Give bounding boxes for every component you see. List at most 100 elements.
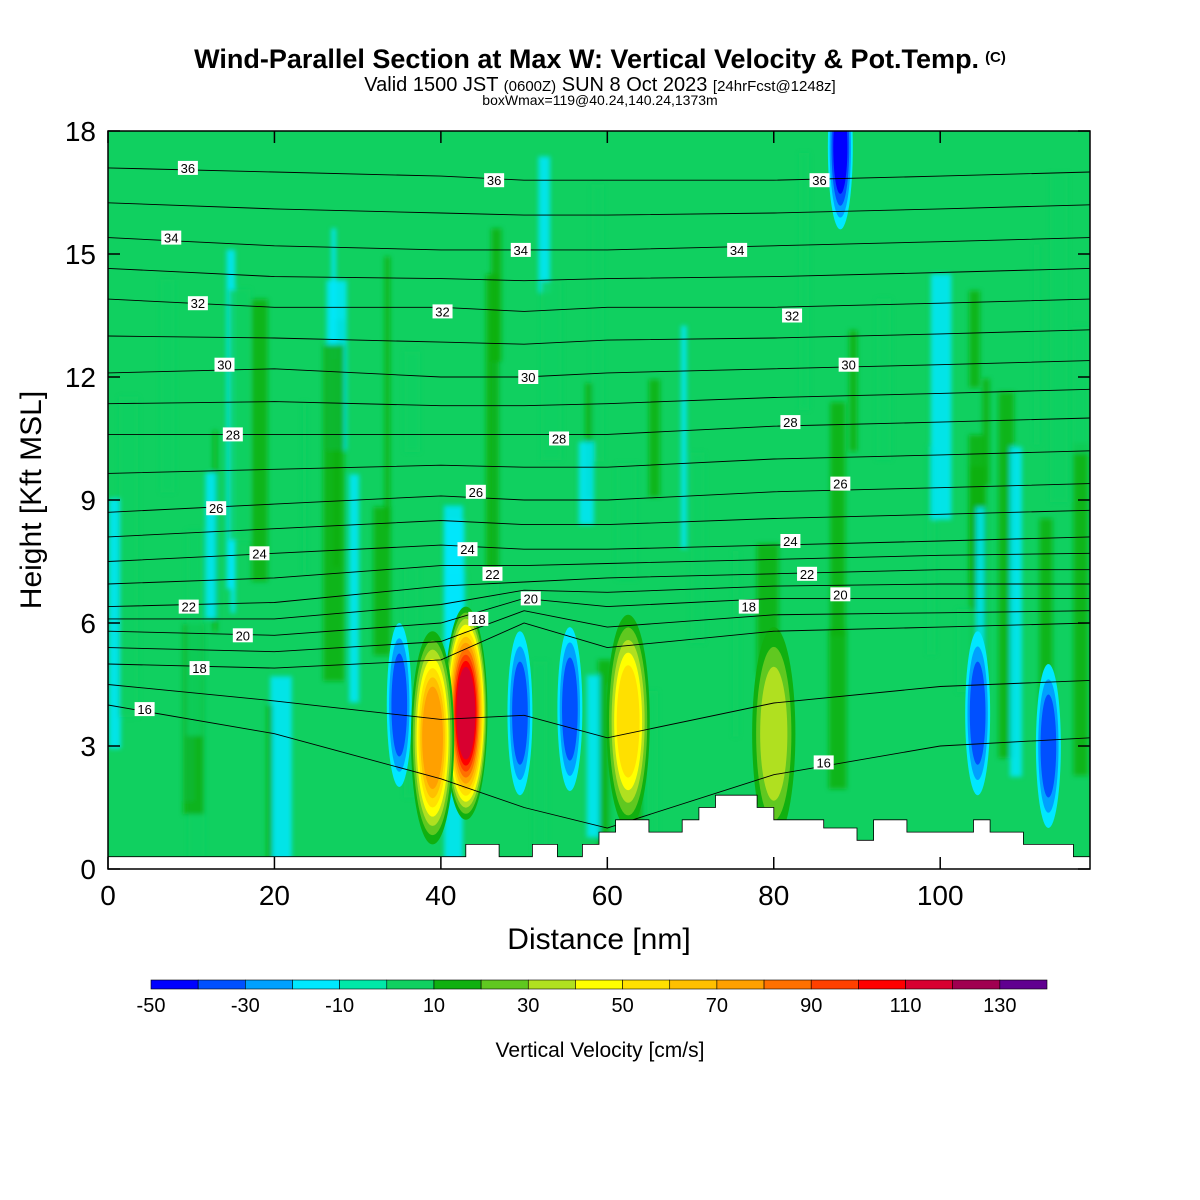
contour-label: 28 [549, 431, 570, 447]
contour-label-bg [520, 591, 541, 606]
contour-label: 26 [830, 476, 851, 492]
colorbar-swatch [905, 979, 953, 990]
contour-label-text: 18 [742, 600, 756, 615]
contour-label-text: 24 [460, 542, 474, 557]
velocity-streak [491, 228, 502, 362]
contour-label-bg [465, 484, 486, 499]
contour-label-bg [484, 173, 505, 188]
contour-label: 20 [830, 587, 851, 602]
y-axis-label: Height [Kft MSL] [15, 391, 48, 609]
velocity-streak [591, 184, 604, 462]
contour-label: 28 [222, 427, 243, 442]
contour-label-bg [738, 599, 759, 614]
colorbar-tick-label: 130 [983, 995, 1016, 1017]
colorbar-swatch [150, 979, 199, 990]
contour-label-bg [830, 587, 851, 602]
colorbar-tick-label: 110 [890, 995, 922, 1017]
velocity-streak [648, 379, 660, 498]
contour-label-bg [813, 755, 834, 770]
contour-label-text: 28 [552, 432, 566, 447]
contour-label: 24 [457, 542, 478, 557]
contour-label-bg [187, 296, 208, 311]
downdraft-contour [1040, 694, 1057, 798]
contour-label-text: 30 [217, 358, 231, 373]
colorbar-swatch [292, 979, 340, 990]
contour-label-text: 30 [841, 358, 855, 373]
theta-contour-20 [108, 597, 1090, 636]
contour-label: 30 [838, 357, 859, 373]
contour-label: 18 [738, 599, 759, 615]
theta-contour-22 [108, 569, 1090, 608]
contour-label-text: 32 [785, 309, 799, 324]
colorbar-swatch [763, 979, 812, 990]
theta-contour-34 [108, 237, 1090, 251]
updraft-contour [456, 666, 476, 760]
contour-label-bg [189, 661, 210, 676]
velocity-streak [830, 402, 846, 636]
velocity-streak [849, 330, 858, 452]
velocity-streak [228, 289, 251, 541]
contour-label: 24 [780, 534, 801, 549]
contour-label: 26 [465, 484, 486, 500]
chart-title-text: Wind-Parallel Section at Max W: Vertical… [194, 44, 980, 74]
colorbar-swatch [197, 979, 246, 990]
downdraft-contour [391, 653, 408, 757]
contour-label: 26 [206, 501, 227, 516]
theta-contour-32 [108, 298, 1090, 312]
velocity-streak [1034, 244, 1040, 445]
contour-label-text: 22 [800, 567, 814, 582]
contour-label: 36 [809, 173, 830, 188]
contour-label-text: 36 [181, 161, 195, 176]
velocity-streak [270, 676, 292, 869]
contour-label-bg [134, 702, 155, 717]
theta-contour-25 [108, 509, 1090, 538]
chart-title: Wind-Parallel Section at Max W: Vertical… [0, 44, 1200, 75]
theta-contour-26 [108, 483, 1090, 513]
x-tick-label: 60 [592, 880, 623, 911]
colorbar-swatch [527, 979, 576, 990]
theta-contour-17 [108, 679, 1090, 739]
contour-label: 22 [797, 566, 818, 582]
terrain-shape [108, 794, 1090, 869]
contour-label: 34 [510, 242, 531, 258]
colorbar-tick-label: -30 [231, 995, 260, 1017]
contour-label: 24 [249, 546, 270, 561]
contour-label-bg [177, 160, 198, 175]
contour-label: 18 [468, 611, 489, 627]
y-tick-label: 0 [80, 854, 96, 885]
velocity-streak [969, 290, 980, 388]
contour-label: 30 [518, 370, 539, 385]
contour-label-text: 16 [816, 755, 830, 770]
y-tick-label: 12 [65, 362, 96, 393]
colorbar-tick-label: 50 [611, 995, 633, 1017]
contour-label-bg [510, 242, 531, 257]
velocity-streak [930, 273, 952, 520]
contour-label-text: 18 [471, 612, 485, 627]
velocity-streak [349, 474, 360, 703]
velocity-streak [302, 402, 307, 575]
velocity-streak [876, 298, 892, 461]
colorbar-swatch [716, 979, 765, 990]
contour-label-text: 34 [514, 243, 528, 258]
theta-contour-31 [108, 329, 1090, 345]
velocity-streak [690, 452, 705, 643]
box-info: boxWmax=119@40.24,140.24,1373m [482, 92, 718, 108]
colorbar-swatch [952, 979, 1001, 990]
y-tick-label: 15 [65, 239, 96, 270]
colorbar-swatch [339, 979, 388, 990]
contour-label-bg [727, 242, 748, 257]
contour-label-text: 32 [191, 296, 205, 311]
contour-label-bg [214, 357, 235, 372]
theta-contour-23 [108, 552, 1090, 585]
colorbar-swatch [622, 979, 671, 990]
y-tick-label: 18 [65, 116, 96, 147]
contour-label-text: 28 [226, 427, 240, 442]
contour-label: 36 [484, 173, 505, 188]
contour-label: 20 [232, 628, 253, 643]
theta-contour-29 [108, 388, 1090, 407]
velocity-streak [1073, 443, 1089, 776]
contour-label-text: 22 [485, 567, 499, 582]
contour-label: 32 [782, 308, 803, 324]
colorbar-swatch [386, 979, 435, 990]
updraft-contour [760, 666, 788, 801]
